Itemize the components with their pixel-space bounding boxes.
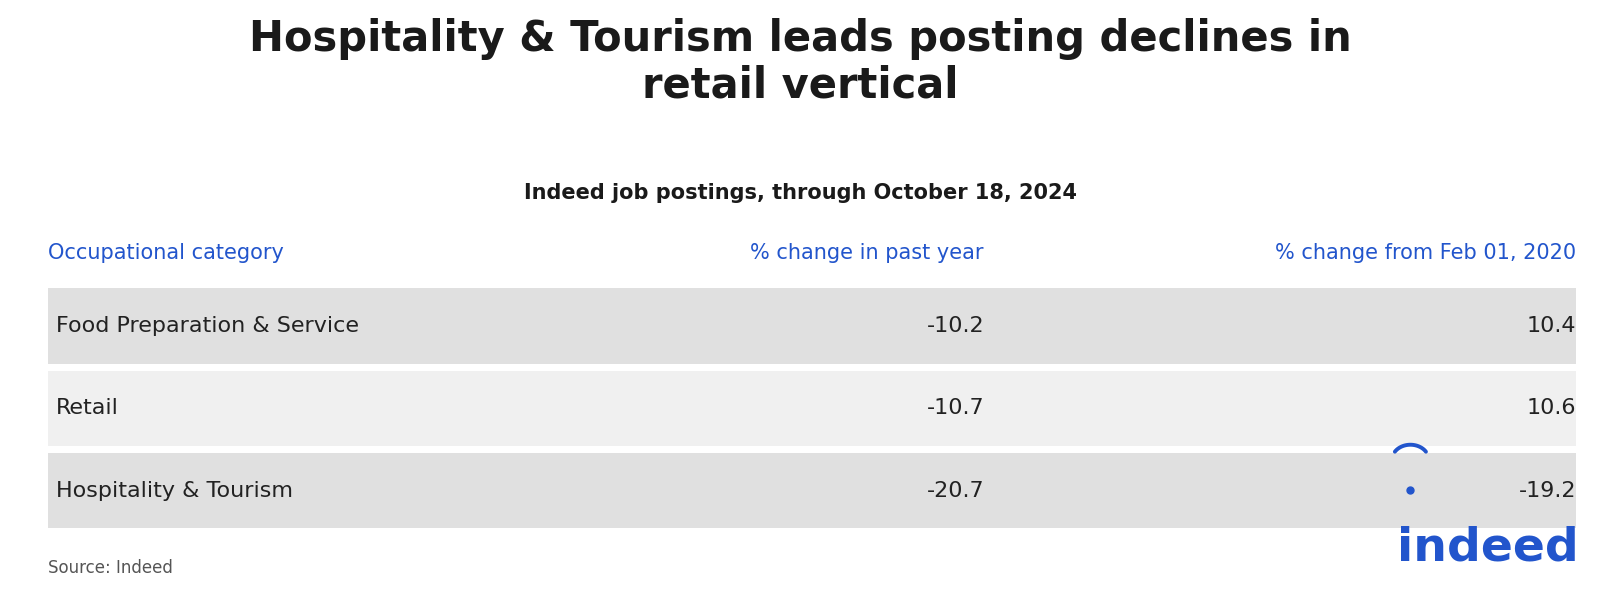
- Text: 10.4: 10.4: [1526, 316, 1576, 336]
- Text: 10.6: 10.6: [1526, 398, 1576, 418]
- Text: -10.7: -10.7: [926, 398, 984, 418]
- Text: indeed: indeed: [1397, 526, 1579, 571]
- Bar: [48, 453, 1576, 528]
- Text: Hospitality & Tourism: Hospitality & Tourism: [56, 481, 293, 501]
- Bar: [48, 371, 1576, 446]
- Text: -20.7: -20.7: [926, 481, 984, 501]
- Text: -19.2: -19.2: [1518, 481, 1576, 501]
- Text: Food Preparation & Service: Food Preparation & Service: [56, 316, 358, 336]
- Text: % change in past year: % change in past year: [750, 243, 984, 263]
- Text: % change from Feb 01, 2020: % change from Feb 01, 2020: [1275, 243, 1576, 263]
- Bar: [48, 288, 1576, 364]
- Text: -10.2: -10.2: [926, 316, 984, 336]
- Text: Indeed job postings, through October 18, 2024: Indeed job postings, through October 18,…: [523, 183, 1077, 203]
- Text: Hospitality & Tourism leads posting declines in
retail vertical: Hospitality & Tourism leads posting decl…: [248, 18, 1352, 107]
- Text: Occupational category: Occupational category: [48, 243, 283, 263]
- Text: Retail: Retail: [56, 398, 118, 418]
- Text: Source: Indeed: Source: Indeed: [48, 559, 173, 577]
